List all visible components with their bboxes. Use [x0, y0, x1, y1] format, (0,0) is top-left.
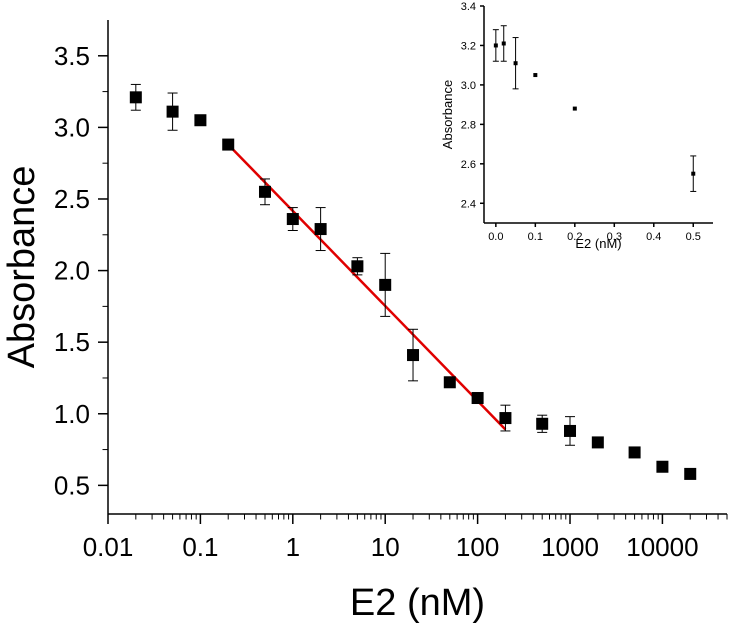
data-point: [129, 91, 142, 104]
inset-y-tick-label: 3.4: [461, 1, 476, 13]
data-point: [591, 436, 604, 449]
data-point: [656, 460, 669, 473]
inset-y-tick-label: 2.6: [461, 159, 476, 171]
data-point: [471, 392, 484, 405]
inset-x-tick-label: 0.2: [567, 231, 582, 243]
inset-y-tick-label: 2.4: [461, 198, 476, 210]
data-point: [314, 223, 327, 236]
data-point: [628, 446, 641, 459]
data-point: [536, 417, 549, 430]
x-tick-label: 0.1: [182, 532, 218, 562]
data-point: [222, 138, 235, 151]
y-tick-label: 3.5: [54, 41, 90, 71]
x-tick-label: 1000: [541, 532, 599, 562]
x-axis-title: E2 (nM): [350, 582, 485, 624]
data-point: [564, 424, 577, 437]
x-tick-label: 10: [371, 532, 400, 562]
data-point: [499, 412, 512, 425]
y-tick-label: 2.0: [54, 256, 90, 286]
inset-x-tick-label: 0.5: [686, 231, 701, 243]
data-point: [379, 278, 392, 291]
inset-x-tick-label: 0.4: [646, 231, 661, 243]
inset-data-point: [501, 41, 506, 46]
inset-data-point: [513, 61, 518, 66]
x-tick-label: 10000: [626, 532, 698, 562]
x-tick-label: 100: [456, 532, 499, 562]
inset-x-tick-label: 0.0: [488, 231, 503, 243]
inset-y-tick-label: 3.0: [461, 80, 476, 92]
data-point: [684, 467, 697, 480]
inset-x-tick-label: 0.3: [607, 231, 622, 243]
inset-data-point: [572, 106, 577, 111]
data-point: [407, 349, 420, 362]
inset-y-axis-title: Absorbance: [440, 80, 455, 149]
x-tick-label: 1: [286, 532, 300, 562]
data-point: [286, 213, 299, 226]
y-tick-label: 1.5: [54, 327, 90, 357]
fit-line: [227, 143, 507, 431]
inset-plot: 0.0 0.1 0.2 0.3 0.4 0.5 2.4 2.6 2.8 3.0 3.2 3.4 E2 (…: [440, 1, 713, 251]
y-tick-label: 1.0: [54, 399, 90, 429]
x-tick-label: 0.01: [83, 532, 134, 562]
inset-y-tick-label: 3.2: [461, 40, 476, 52]
inset-data-point: [493, 43, 498, 48]
data-point: [166, 105, 179, 118]
y-tick-label: 0.5: [54, 470, 90, 500]
main-plot: 0.01 0.1 1 10 100 1000 10000 0.5 1.0 1.5 2.0 2.5 3.0…: [1, 20, 728, 624]
inset-y-tick-label: 2.8: [461, 119, 476, 131]
data-point: [258, 185, 271, 198]
y-tick-label: 2.5: [54, 184, 90, 214]
y-tick-label: 3.0: [54, 112, 90, 142]
inset-data-point: [691, 171, 696, 176]
data-point: [351, 260, 364, 273]
inset-data-point: [533, 73, 538, 78]
data-point: [443, 376, 456, 389]
data-point: [194, 114, 207, 127]
inset-x-tick-label: 0.1: [528, 231, 543, 243]
y-axis-title: Absorbance: [1, 166, 43, 369]
inset-x-axis-title: E2 (nM): [575, 236, 621, 251]
